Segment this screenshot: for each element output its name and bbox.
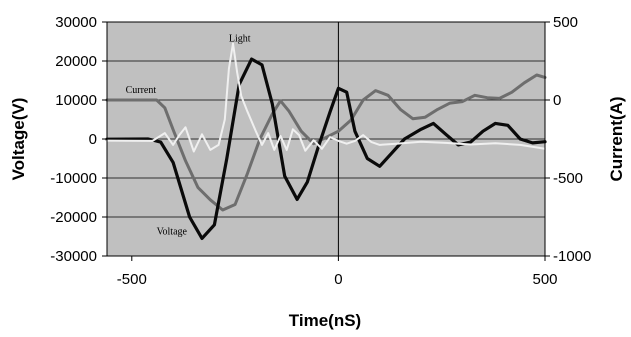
series-layer <box>105 42 547 240</box>
annotations: Light Current Voltage <box>126 34 251 238</box>
y-tick-label: 10000 <box>55 92 97 109</box>
series-light-line <box>106 42 546 153</box>
x-tick-label: 500 <box>532 271 557 288</box>
x-tick-label: 0 <box>334 271 342 288</box>
x-tick-label: -500 <box>117 271 147 288</box>
y2-tick-label: 0 <box>553 92 561 109</box>
x-axis-ticks: -500 0 500 <box>117 256 558 288</box>
annotation-current: Current <box>126 85 157 96</box>
annotation-light: Light <box>229 34 251 45</box>
y2-axis-ticks: 500 0 -500 -1000 <box>545 14 591 265</box>
y2-axis-title: Current(A) <box>607 97 626 182</box>
annotation-voltage: Voltage <box>157 227 188 238</box>
y2-tick-label: -500 <box>553 170 583 187</box>
y2-tick-label: -1000 <box>553 248 591 265</box>
y-axis-title: Voltage(V) <box>9 98 28 181</box>
y-tick-label: 20000 <box>55 53 97 70</box>
y-tick-label: -20000 <box>50 209 97 226</box>
y-axis-ticks: 30000 20000 10000 0 -10000 -20000 -30000 <box>50 14 107 265</box>
y-tick-label: 30000 <box>55 14 97 31</box>
y2-tick-label: 500 <box>553 14 578 31</box>
y-tick-label: 0 <box>89 131 97 148</box>
series-voltage-line <box>105 57 547 240</box>
x-axis-title: Time(nS) <box>289 311 361 330</box>
y-tick-label: -30000 <box>50 248 97 265</box>
y-tick-label: -10000 <box>50 170 97 187</box>
series-current-line <box>105 73 547 212</box>
